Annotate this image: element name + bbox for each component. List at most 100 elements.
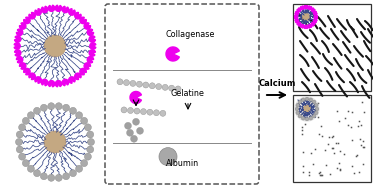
Wedge shape (69, 9, 75, 15)
Wedge shape (297, 22, 301, 26)
Circle shape (314, 111, 318, 115)
Circle shape (16, 139, 22, 146)
Circle shape (48, 103, 55, 110)
Wedge shape (35, 9, 41, 15)
Circle shape (34, 107, 41, 114)
Wedge shape (80, 68, 86, 75)
Wedge shape (29, 73, 35, 80)
Circle shape (309, 98, 313, 101)
Wedge shape (24, 68, 30, 75)
Wedge shape (166, 47, 179, 61)
Circle shape (298, 100, 302, 104)
Circle shape (19, 124, 26, 131)
Circle shape (130, 80, 136, 86)
Circle shape (296, 103, 300, 107)
Circle shape (301, 98, 305, 101)
Circle shape (159, 148, 177, 166)
Circle shape (125, 122, 132, 129)
Wedge shape (84, 23, 91, 29)
Circle shape (88, 139, 94, 146)
Circle shape (309, 116, 313, 120)
Wedge shape (15, 36, 21, 42)
Circle shape (132, 118, 140, 125)
Circle shape (121, 107, 127, 113)
Wedge shape (304, 25, 308, 29)
Wedge shape (311, 22, 315, 26)
Circle shape (81, 160, 88, 167)
Wedge shape (313, 19, 317, 23)
Circle shape (140, 109, 147, 115)
Circle shape (76, 112, 82, 119)
Circle shape (63, 173, 70, 180)
Wedge shape (16, 29, 23, 36)
Circle shape (117, 79, 123, 85)
Wedge shape (90, 43, 96, 49)
Wedge shape (308, 24, 311, 28)
Circle shape (149, 83, 155, 89)
Circle shape (27, 165, 34, 172)
Circle shape (126, 129, 134, 136)
Wedge shape (69, 77, 75, 83)
Circle shape (153, 110, 159, 116)
Wedge shape (19, 23, 26, 29)
Wedge shape (48, 5, 55, 11)
Circle shape (16, 131, 23, 138)
Wedge shape (308, 6, 311, 10)
Circle shape (123, 80, 129, 86)
Circle shape (137, 81, 142, 87)
Circle shape (298, 114, 302, 118)
Wedge shape (75, 73, 81, 80)
Circle shape (27, 112, 34, 119)
Wedge shape (297, 8, 301, 12)
Circle shape (19, 153, 26, 160)
Circle shape (69, 107, 76, 114)
Wedge shape (89, 36, 95, 42)
Circle shape (63, 104, 70, 111)
Wedge shape (314, 15, 318, 19)
Wedge shape (295, 11, 298, 15)
Circle shape (156, 84, 162, 90)
Circle shape (81, 117, 88, 124)
Wedge shape (29, 12, 35, 19)
Circle shape (302, 13, 310, 21)
Circle shape (131, 135, 138, 142)
Wedge shape (80, 17, 86, 24)
Circle shape (48, 174, 55, 181)
Text: Calcium: Calcium (258, 79, 296, 88)
FancyBboxPatch shape (105, 4, 259, 184)
Wedge shape (75, 12, 81, 19)
Circle shape (40, 104, 47, 111)
Wedge shape (35, 77, 41, 83)
Circle shape (84, 124, 91, 131)
Wedge shape (300, 6, 304, 10)
Wedge shape (55, 81, 62, 87)
Circle shape (175, 86, 181, 92)
Circle shape (44, 35, 66, 57)
Circle shape (69, 170, 76, 177)
Wedge shape (24, 17, 30, 24)
Circle shape (312, 100, 316, 104)
Text: Gelatine: Gelatine (170, 90, 204, 98)
Circle shape (305, 97, 309, 101)
Circle shape (22, 160, 29, 167)
Circle shape (84, 153, 91, 160)
Wedge shape (16, 57, 23, 63)
Circle shape (295, 97, 319, 121)
Circle shape (315, 107, 319, 111)
Bar (293, 95, 371, 182)
Wedge shape (62, 79, 69, 86)
Wedge shape (48, 81, 55, 87)
Wedge shape (14, 43, 20, 49)
Circle shape (44, 131, 66, 153)
Circle shape (314, 103, 318, 107)
Circle shape (87, 131, 94, 138)
Circle shape (169, 85, 175, 91)
Circle shape (22, 117, 29, 124)
Text: Collagenase: Collagenase (165, 30, 215, 39)
Wedge shape (84, 63, 91, 69)
Circle shape (16, 146, 23, 153)
Wedge shape (62, 6, 69, 13)
Wedge shape (294, 15, 298, 19)
Circle shape (312, 114, 316, 118)
Wedge shape (300, 24, 304, 28)
